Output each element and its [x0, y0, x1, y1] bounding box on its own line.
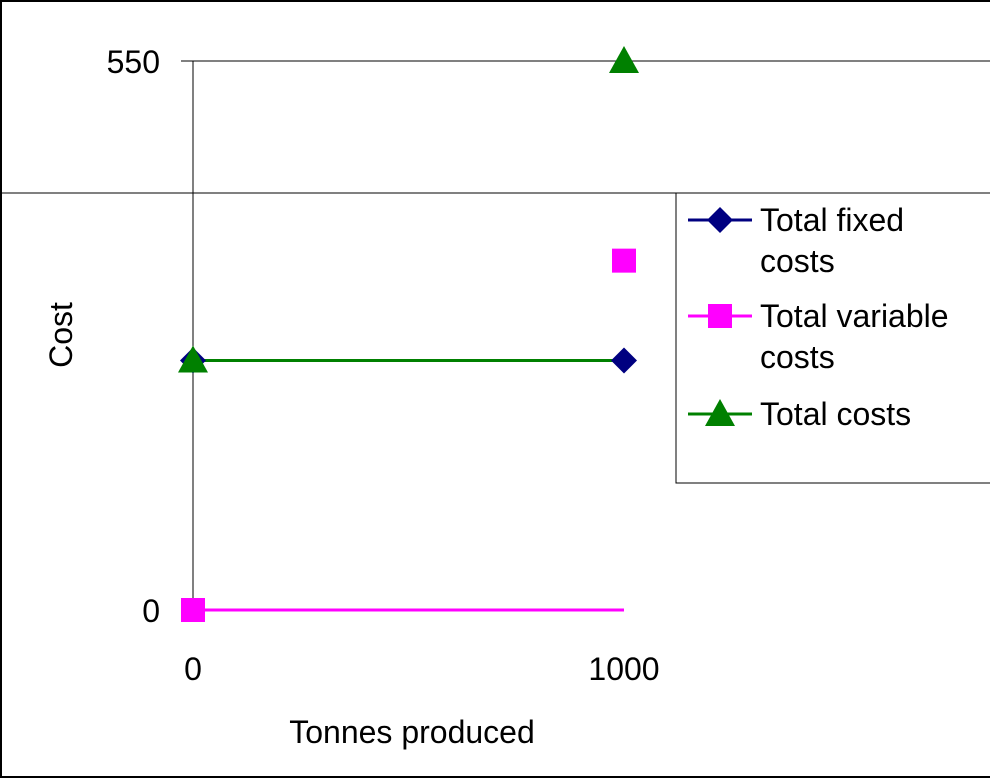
legend-label-total-variable-costs-1: costs — [760, 339, 835, 375]
point-total-costs-1 — [609, 46, 639, 73]
point-total-variable-costs-0 — [181, 598, 205, 622]
x-tick-label-1000: 1000 — [588, 651, 659, 687]
legend-label-total-fixed-costs-0: Total fixed — [760, 202, 904, 238]
legend-label-total-fixed-costs-1: costs — [760, 243, 835, 279]
legend-marker-total-costs — [705, 399, 735, 426]
y-axis-title: Cost — [43, 302, 79, 368]
y-tick-label-0: 0 — [142, 593, 160, 629]
y-tick-label-550: 550 — [107, 44, 160, 80]
tick-labels: 0 550 0 1000 — [107, 44, 660, 687]
legend-label-total-variable-costs-0: Total variable — [760, 298, 949, 334]
legend: Total fixed costs Total variable costs Total… — [675, 192, 990, 484]
legend-box — [675, 192, 990, 484]
x-axis-title: Tonnes produced — [289, 714, 535, 750]
legend-marker-total-variable-costs — [708, 304, 732, 328]
legend-label-total-costs-0: Total costs — [760, 396, 911, 432]
legend-marker-total-fixed-costs — [707, 207, 733, 233]
point-total-variable-costs-1 — [612, 248, 636, 273]
point-total-fixed-costs-1 — [611, 347, 637, 374]
plot-area — [178, 46, 990, 622]
point-total-costs-0 — [178, 345, 208, 373]
x-tick-label-0: 0 — [184, 651, 202, 687]
